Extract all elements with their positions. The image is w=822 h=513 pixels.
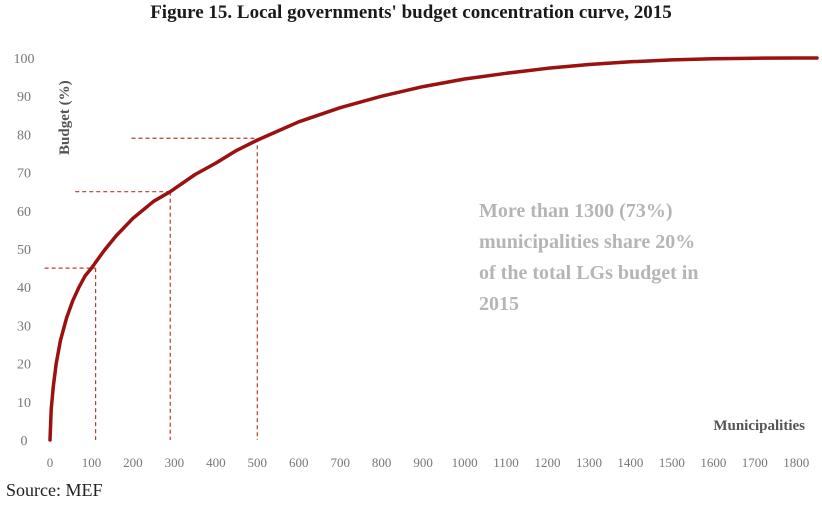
x-tick-label: 1000 bbox=[452, 455, 478, 470]
annotation-line: of the total LGs budget in bbox=[479, 262, 698, 284]
x-tick-label: 900 bbox=[413, 455, 433, 470]
x-tick-label: 1100 bbox=[493, 455, 519, 470]
y-axis-title: Budget (%) bbox=[57, 80, 73, 155]
y-tick-label: 20 bbox=[17, 358, 31, 373]
y-tick-label: 40 bbox=[17, 281, 31, 296]
y-axis-ticks: 0 10 20 30 40 50 60 70 80 90 100 bbox=[14, 52, 35, 449]
x-tick-label: 600 bbox=[289, 455, 309, 470]
x-tick-label: 100 bbox=[82, 455, 102, 470]
x-tick-label: 200 bbox=[123, 455, 143, 470]
y-tick-label: 10 bbox=[17, 396, 31, 411]
annotation-line: More than 1300 (73%) bbox=[479, 200, 673, 222]
y-tick-label: 60 bbox=[17, 205, 31, 220]
x-axis-ticks: 0 100 200 300 400 500 600 700 800 900 1000 1100 1200… bbox=[47, 455, 810, 470]
x-tick-label: 1500 bbox=[659, 455, 685, 470]
concentration-chart: 0 10 20 30 40 50 60 70 80 90 100 0 100 200 300 400 500 6… bbox=[14, 52, 819, 470]
y-tick-label: 50 bbox=[17, 243, 31, 258]
x-axis-title: Municipalities bbox=[713, 418, 805, 434]
x-tick-label: 1400 bbox=[617, 455, 643, 470]
x-tick-label: 1300 bbox=[576, 455, 602, 470]
y-tick-label: 0 bbox=[21, 434, 28, 449]
x-tick-label: 0 bbox=[47, 455, 54, 470]
source-note: Source: MEF bbox=[6, 480, 103, 500]
x-tick-label: 300 bbox=[165, 455, 185, 470]
annotation-line: 2015 bbox=[479, 293, 519, 315]
annotation-text: More than 1300 (73%) municipalities share… bbox=[479, 200, 698, 315]
y-tick-label: 80 bbox=[17, 128, 31, 143]
y-tick-label: 70 bbox=[17, 167, 31, 182]
x-tick-label: 1200 bbox=[535, 455, 561, 470]
concentration-curve bbox=[48, 56, 819, 442]
x-tick-label: 1700 bbox=[742, 455, 768, 470]
y-tick-label: 90 bbox=[17, 90, 31, 105]
chart-title: Figure 15. Local governments' budget con… bbox=[150, 2, 672, 23]
x-tick-label: 1600 bbox=[700, 455, 726, 470]
x-tick-label: 500 bbox=[248, 455, 268, 470]
reference-guides bbox=[44, 137, 258, 440]
y-tick-label: 30 bbox=[17, 319, 31, 334]
annotation-line: municipalities share 20% bbox=[479, 231, 695, 253]
y-tick-label: 100 bbox=[14, 52, 35, 67]
x-tick-label: 700 bbox=[330, 455, 350, 470]
x-tick-label: 800 bbox=[372, 455, 392, 470]
x-tick-label: 400 bbox=[206, 455, 226, 470]
x-tick-label: 1800 bbox=[783, 455, 809, 470]
